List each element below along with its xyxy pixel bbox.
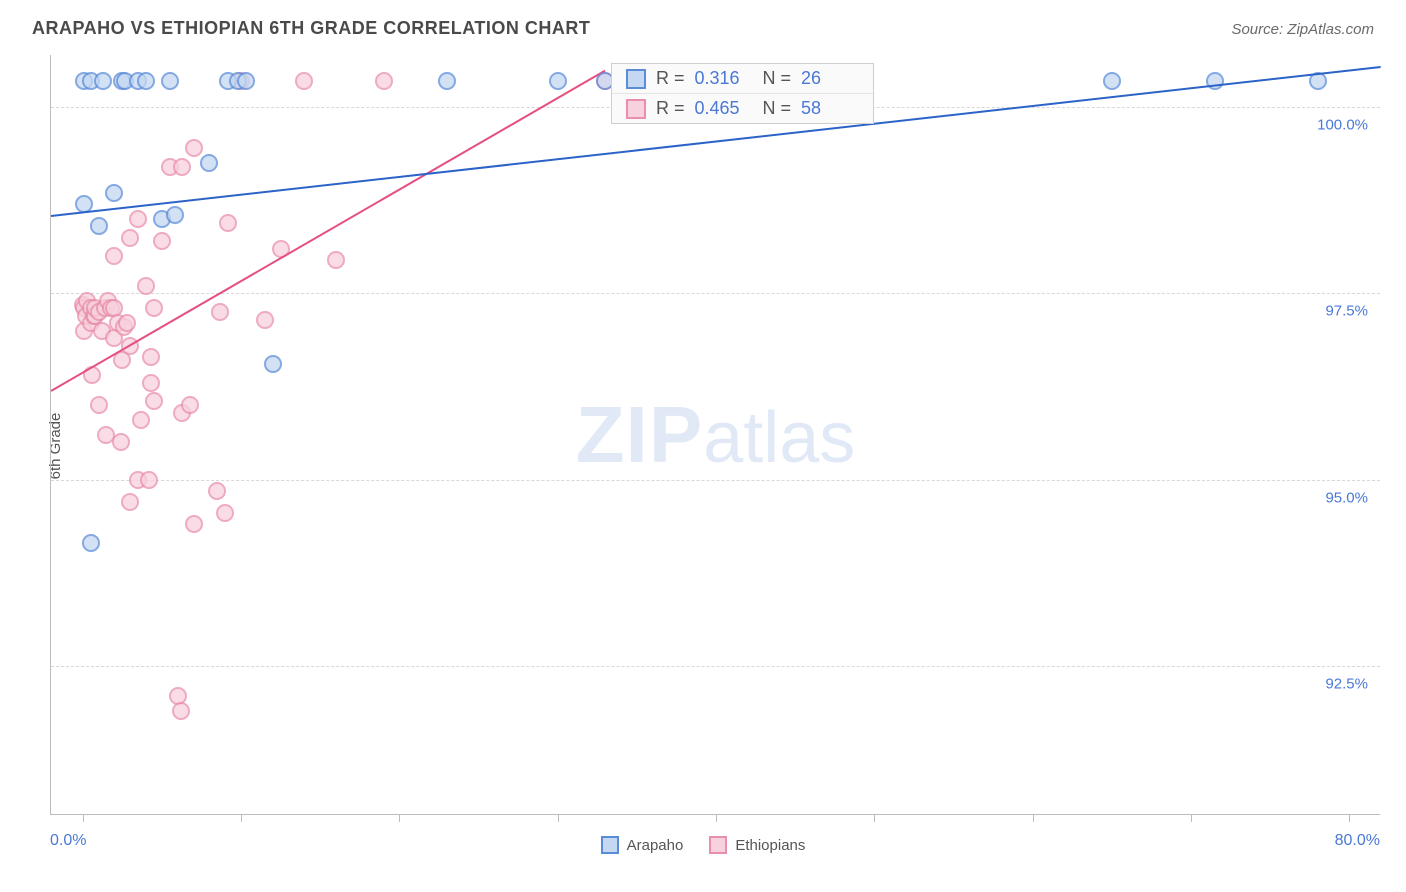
stats-swatch bbox=[626, 69, 646, 89]
stats-n-label: N = bbox=[763, 68, 792, 89]
stats-n-value: 26 bbox=[801, 68, 859, 89]
ytick-label: 97.5% bbox=[1325, 303, 1368, 320]
marker-ethiopians bbox=[142, 374, 160, 392]
xtick bbox=[1033, 814, 1034, 822]
ytick-label: 92.5% bbox=[1325, 675, 1368, 692]
gridline bbox=[51, 293, 1380, 294]
chart-title: ARAPAHO VS ETHIOPIAN 6TH GRADE CORRELATI… bbox=[32, 18, 590, 39]
stats-r-label: R = bbox=[656, 98, 685, 119]
marker-arapaho bbox=[166, 206, 184, 224]
stats-r-value: 0.465 bbox=[695, 98, 753, 119]
marker-ethiopians bbox=[137, 277, 155, 295]
gridline bbox=[51, 480, 1380, 481]
marker-ethiopians bbox=[185, 139, 203, 157]
ytick-label: 100.0% bbox=[1317, 117, 1368, 134]
marker-ethiopians bbox=[90, 396, 108, 414]
xtick bbox=[874, 814, 875, 822]
legend-swatch-ethiopians bbox=[709, 836, 727, 854]
marker-arapaho bbox=[82, 534, 100, 552]
marker-ethiopians bbox=[153, 232, 171, 250]
scatter-plot: ZIPatlas 92.5% 95.0% 97.5% 100.0% R = 0.316 N … bbox=[50, 55, 1380, 815]
xtick bbox=[716, 814, 717, 822]
legend: Arapaho Ethiopians bbox=[0, 836, 1406, 854]
marker-arapaho bbox=[237, 72, 255, 90]
stats-r-label: R = bbox=[656, 68, 685, 89]
legend-item-ethiopians: Ethiopians bbox=[709, 836, 805, 854]
marker-arapaho bbox=[90, 217, 108, 235]
legend-item-arapaho: Arapaho bbox=[601, 836, 684, 854]
xtick bbox=[241, 814, 242, 822]
marker-ethiopians bbox=[181, 396, 199, 414]
marker-ethiopians bbox=[172, 702, 190, 720]
legend-label-ethiopians: Ethiopians bbox=[735, 837, 805, 854]
marker-arapaho bbox=[264, 355, 282, 373]
marker-ethiopians bbox=[129, 210, 147, 228]
marker-arapaho bbox=[1206, 72, 1224, 90]
marker-arapaho bbox=[161, 72, 179, 90]
marker-ethiopians bbox=[327, 251, 345, 269]
marker-ethiopians bbox=[142, 348, 160, 366]
marker-ethiopians bbox=[140, 471, 158, 489]
marker-arapaho bbox=[94, 72, 112, 90]
marker-ethiopians bbox=[105, 247, 123, 265]
marker-ethiopians bbox=[295, 72, 313, 90]
marker-arapaho bbox=[105, 184, 123, 202]
marker-arapaho bbox=[549, 72, 567, 90]
marker-ethiopians bbox=[118, 314, 136, 332]
ytick-label: 95.0% bbox=[1325, 489, 1368, 506]
stats-swatch bbox=[626, 99, 646, 119]
marker-ethiopians bbox=[112, 433, 130, 451]
stats-r-value: 0.316 bbox=[695, 68, 753, 89]
marker-ethiopians bbox=[375, 72, 393, 90]
stats-row-ethiopians: R = 0.465 N = 58 bbox=[612, 93, 873, 123]
marker-ethiopians bbox=[121, 493, 139, 511]
xtick bbox=[1349, 814, 1350, 822]
legend-swatch-arapaho bbox=[601, 836, 619, 854]
stats-row-arapaho: R = 0.316 N = 26 bbox=[612, 64, 873, 93]
marker-arapaho bbox=[1103, 72, 1121, 90]
marker-ethiopians bbox=[185, 515, 203, 533]
marker-arapaho bbox=[137, 72, 155, 90]
stats-panel: R = 0.316 N = 26 R = 0.465 N = 58 bbox=[611, 63, 874, 124]
stats-n-value: 58 bbox=[801, 98, 859, 119]
chart-source: Source: ZipAtlas.com bbox=[1231, 21, 1374, 38]
marker-ethiopians bbox=[256, 311, 274, 329]
xtick bbox=[558, 814, 559, 822]
xtick bbox=[83, 814, 84, 822]
marker-ethiopians bbox=[216, 504, 234, 522]
marker-ethiopians bbox=[145, 299, 163, 317]
legend-label-arapaho: Arapaho bbox=[627, 837, 684, 854]
marker-ethiopians bbox=[132, 411, 150, 429]
marker-ethiopians bbox=[219, 214, 237, 232]
xtick bbox=[399, 814, 400, 822]
marker-arapaho bbox=[438, 72, 456, 90]
marker-ethiopians bbox=[121, 229, 139, 247]
marker-ethiopians bbox=[208, 482, 226, 500]
marker-arapaho bbox=[200, 154, 218, 172]
stats-n-label: N = bbox=[763, 98, 792, 119]
watermark: ZIPatlas bbox=[576, 389, 856, 481]
marker-ethiopians bbox=[145, 392, 163, 410]
gridline bbox=[51, 666, 1380, 667]
marker-ethiopians bbox=[173, 158, 191, 176]
marker-ethiopians bbox=[211, 303, 229, 321]
xtick bbox=[1191, 814, 1192, 822]
